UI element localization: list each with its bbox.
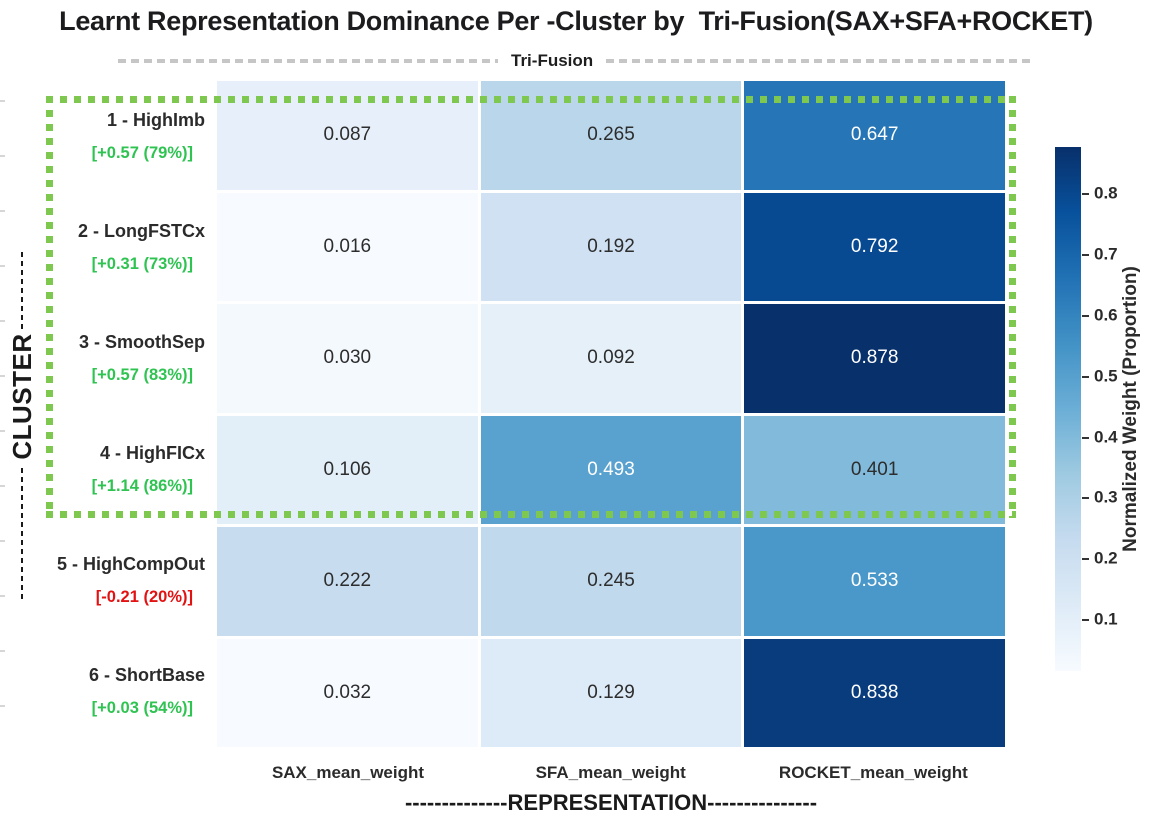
heatmap-cell-r2-c1[interactable]: 0.016 xyxy=(217,192,478,301)
row-label-block-1: 1 - HighImb [+0.57 (79%)] xyxy=(0,81,211,192)
row-annotation: [+0.57 (79%)] xyxy=(91,144,193,162)
x-tick-label-2: SFA_mean_weight xyxy=(535,763,686,782)
heatmap-cell-r3-c1[interactable]: 0.030 xyxy=(217,304,478,413)
colorbar-tick-mark xyxy=(1082,618,1089,621)
x-tick-label-3: ROCKET_mean_weight xyxy=(778,763,968,782)
y-axis-minor-ticks xyxy=(0,100,5,750)
heatmap-cell-r2-c2[interactable]: 0.192 xyxy=(480,192,742,301)
row-annotation: [+0.31 (73%)] xyxy=(91,255,193,273)
heatmap-cell-r2-c3[interactable]: 0.792 xyxy=(744,192,1005,301)
heatmap-cell-r4-c2[interactable]: 0.493 xyxy=(480,415,742,524)
row-label: 4 - HighFICx xyxy=(99,443,205,463)
colorbar-tick-label: 0.4 xyxy=(1094,427,1118,447)
row-label-block-4: 4 - HighFICx [+1.14 (86%)] xyxy=(0,414,211,525)
fusion-band: Tri-Fusion xyxy=(118,50,1035,72)
heatmap-cell-r1-c3[interactable]: 0.647 xyxy=(744,81,1005,190)
heatmap-cell-r5-c2[interactable]: 0.245 xyxy=(480,527,742,636)
highlight-box-right-edge xyxy=(1009,96,1016,518)
fusion-dash-left xyxy=(118,59,498,63)
heatmap-cell-r6-c3[interactable]: 0.838 xyxy=(744,638,1005,747)
heatmap-cell-r4-c1[interactable]: 0.106 xyxy=(217,415,478,524)
colorbar: 0.8 0.7 0.6 0.5 0.4 0.3 0.2 0.1 xyxy=(1055,147,1118,671)
colorbar-tick-mark xyxy=(1082,375,1089,378)
row-label: 1 - HighImb xyxy=(107,110,205,130)
row-annotation: [+0.57 (83%)] xyxy=(91,366,193,384)
row-label-block-6: 6 - ShortBase [+0.03 (54%)] xyxy=(0,636,211,747)
colorbar-tick-label: 0.3 xyxy=(1094,487,1118,507)
heatmap-cell-r3-c3[interactable]: 0.878 xyxy=(744,304,1005,413)
row-label: 3 - SmoothSep xyxy=(78,332,205,352)
heatmap-cell-r5-c1[interactable]: 0.222 xyxy=(217,527,478,636)
x-tick-label-1: SAX_mean_weight xyxy=(271,763,425,782)
heatmap-cell-r5-c3[interactable]: 0.533 xyxy=(744,527,1005,636)
row-label: 6 - ShortBase xyxy=(88,665,205,685)
colorbar-tick-label: 0.6 xyxy=(1094,305,1118,325)
x-tick-labels: SAX_mean_weight SFA_mean_weight ROCKET_mea… xyxy=(217,763,1005,785)
heatmap-cell-r3-c2[interactable]: 0.092 xyxy=(480,304,742,413)
colorbar-axis-label: Normalized Weight (Proportion) xyxy=(1120,266,1141,552)
colorbar-tick-label: 0.1 xyxy=(1094,609,1118,629)
colorbar-tick-label: 0.5 xyxy=(1094,366,1118,386)
fusion-band-label: Tri-Fusion xyxy=(511,51,594,70)
row-label-block-2: 2 - LongFSTCx [+0.31 (73%)] xyxy=(0,192,211,303)
fusion-dash-right xyxy=(606,59,1035,63)
heatmap-cell-r6-c2[interactable]: 0.129 xyxy=(480,638,742,747)
row-label: 2 - LongFSTCx xyxy=(78,221,205,241)
colorbar-tick-mark xyxy=(1082,314,1089,317)
colorbar-gradient xyxy=(1055,147,1081,671)
heatmap-cell-r1-c2[interactable]: 0.265 xyxy=(480,81,742,190)
heatmap-cell-r6-c1[interactable]: 0.032 xyxy=(217,638,478,747)
colorbar-tick-mark xyxy=(1082,254,1089,257)
colorbar-tick-mark xyxy=(1082,436,1089,439)
colorbar-tick-mark xyxy=(1082,558,1089,561)
colorbar-tick-label: 0.8 xyxy=(1094,184,1118,204)
colorbar-tick-label: 0.2 xyxy=(1094,548,1118,568)
colorbar-tick-mark xyxy=(1082,193,1089,196)
heatmap-cell-r4-c3[interactable]: 0.401 xyxy=(744,415,1005,524)
row-annotation: [+0.03 (54%)] xyxy=(91,699,193,717)
page-title: Learnt Representation Dominance Per -Clu… xyxy=(59,6,1093,36)
x-axis-label: --------------REPRESENTATION------------… xyxy=(404,790,818,815)
colorbar-tick-mark xyxy=(1082,497,1089,500)
heatmap-cell-r1-c1[interactable]: 0.087 xyxy=(217,81,478,190)
colorbar-tick-label: 0.7 xyxy=(1094,244,1118,264)
row-annotation: [-0.21 (20%)] xyxy=(95,588,193,606)
row-label-block-3: 3 - SmoothSep [+0.57 (83%)] xyxy=(0,303,211,414)
row-label: 5 - HighCompOut xyxy=(57,554,205,574)
heatmap-grid: 0.087 0.265 0.647 0.016 0.192 0.792 0.030 0.092… xyxy=(217,81,1005,747)
row-label-block-5: 5 - HighCompOut [-0.21 (20%)] xyxy=(0,525,211,636)
row-annotation: [+1.14 (86%)] xyxy=(91,477,193,495)
